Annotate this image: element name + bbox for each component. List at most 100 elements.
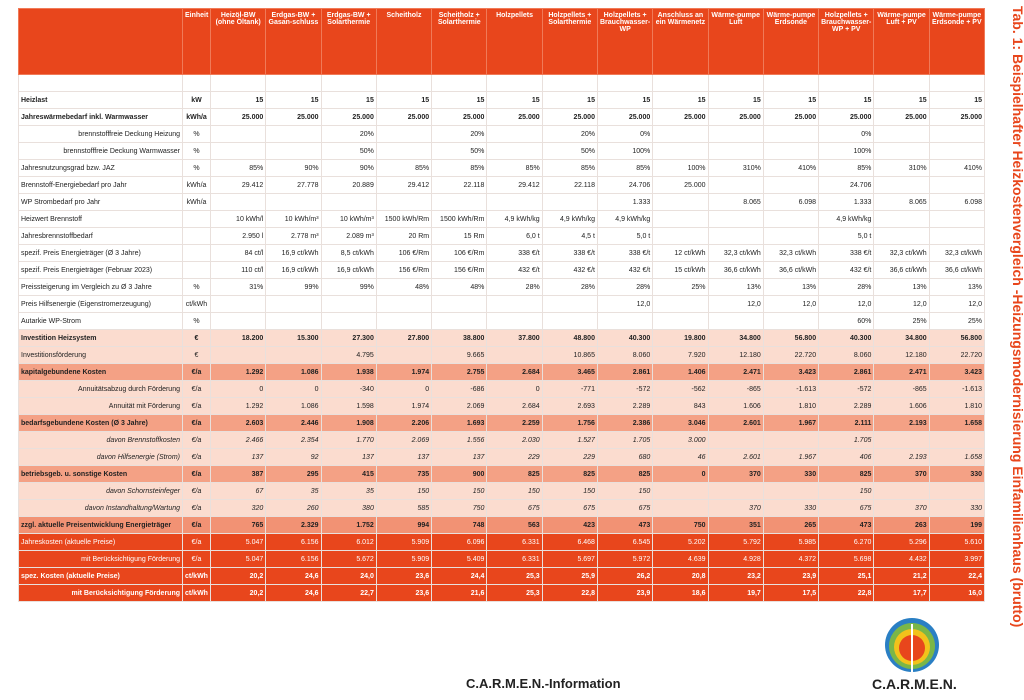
unit-cell: kWh/a [182, 176, 211, 194]
value-cell [541, 193, 598, 211]
table-row: Jahreskosten (aktuelle Preise) €/a 5.047 6.… [18, 533, 986, 551]
row-label: davon Brennstoffkosten [18, 431, 183, 449]
unit-cell: €/a [182, 414, 211, 432]
column-header: Erdgas-BW + Solarthermie [320, 8, 377, 75]
table-row: spezif. Preis Energieträger (Februar 202… [18, 261, 986, 279]
footer: C.A.R.M.E.N.-Information [466, 676, 621, 691]
value-cell: 4.432 [873, 550, 930, 568]
value-cell: 675 [596, 499, 654, 517]
value-cell [209, 125, 267, 143]
value-cell: 675 [818, 499, 875, 517]
value-cell: 750 [652, 516, 709, 534]
value-cell: 4.372 [762, 550, 820, 568]
value-cell [265, 295, 322, 313]
value-cell: 48% [375, 278, 433, 296]
value-cell: 1.406 [652, 363, 709, 381]
value-cell: 25.000 [265, 108, 322, 126]
value-cell: 5.047 [209, 533, 267, 551]
value-cell: 20,2 [209, 584, 267, 602]
value-cell: 90% [320, 159, 377, 177]
value-cell [707, 210, 764, 228]
value-cell [928, 482, 986, 500]
unit-cell: kWh/a [182, 108, 211, 126]
value-cell: 28% [486, 278, 543, 296]
value-cell: 27.300 [320, 329, 377, 347]
value-cell: 100% [596, 142, 654, 160]
table-row: Preis Hilfsenergie (Eigenstromerzeugung)… [18, 295, 986, 313]
value-cell: 680 [596, 448, 654, 466]
value-cell: 2.778 m³ [265, 227, 322, 245]
value-cell: 5.985 [762, 533, 820, 551]
value-cell: 24,6 [265, 567, 322, 585]
value-cell [873, 227, 930, 245]
value-cell [596, 312, 654, 330]
value-cell [320, 312, 377, 330]
value-cell: 900 [431, 465, 488, 483]
value-cell: 29.412 [375, 176, 433, 194]
value-cell: 2.693 [541, 397, 598, 415]
value-cell: 1.333 [818, 193, 875, 211]
value-cell [320, 295, 377, 313]
value-cell: 0 [265, 380, 322, 398]
value-cell: 410% [762, 159, 820, 177]
value-cell: 351 [707, 516, 764, 534]
row-label: spezif. Preis Energieträger (Ø 3 Jahre) [18, 244, 183, 262]
value-cell: 110 ct/l [209, 261, 267, 279]
value-cell: 15 [928, 91, 986, 109]
value-cell: 25.000 [652, 108, 709, 126]
value-cell: 6.545 [596, 533, 654, 551]
value-cell: 12,0 [873, 295, 930, 313]
table-row: WP Strombedarf pro Jahr kWh/a 1.333 8.065 6.… [18, 193, 986, 211]
value-cell [928, 142, 986, 160]
value-cell: 0 [375, 380, 433, 398]
value-cell: 22,4 [928, 567, 986, 585]
value-cell: 15 [873, 91, 930, 109]
value-cell: -686 [431, 380, 488, 398]
value-cell [707, 227, 764, 245]
value-cell: 50% [320, 142, 377, 160]
row-label: Annuität mit Förderung [18, 397, 183, 415]
table-row: Annuität mit Förderung €/a 1.292 1.086 1.598… [18, 397, 986, 415]
value-cell: 23,9 [596, 584, 654, 602]
value-cell: 38.800 [431, 329, 488, 347]
value-cell [486, 295, 543, 313]
value-cell [265, 193, 322, 211]
row-label: Annuitätsabzug durch Förderung [18, 380, 183, 398]
value-cell: 2.471 [873, 363, 930, 381]
value-cell [873, 125, 930, 143]
value-cell: 15 [265, 91, 322, 109]
unit-cell: ct/kWh [182, 567, 211, 585]
value-cell: 46 [652, 448, 709, 466]
unit-cell: € [182, 346, 211, 364]
row-label: Heizlast [18, 91, 183, 109]
value-cell: 2.193 [873, 448, 930, 466]
value-cell: 2.089 m³ [320, 227, 377, 245]
unit-cell: % [182, 278, 211, 296]
value-cell: 994 [375, 516, 433, 534]
value-cell: 330 [928, 499, 986, 517]
value-cell [652, 499, 709, 517]
table-row: mit Berücksichtigung Förderung €/a 5.047 6.… [18, 550, 986, 568]
row-label: davon Instandhaltung/Wartung [18, 499, 183, 517]
value-cell: 106 €/Rm [431, 244, 488, 262]
value-cell: 2.206 [375, 414, 433, 432]
value-cell [928, 227, 986, 245]
value-cell: 423 [541, 516, 598, 534]
value-cell: 25,3 [486, 584, 543, 602]
value-cell: 27.800 [375, 329, 433, 347]
value-cell: 13% [873, 278, 930, 296]
value-cell: 20.889 [320, 176, 377, 194]
value-cell [652, 295, 709, 313]
table-row: Jahresbrennstoffbedarf 2.950 l 2.778 m³ 2.0… [18, 227, 986, 245]
value-cell: 60% [818, 312, 875, 330]
value-cell: 1500 kWh/Rm [375, 210, 433, 228]
row-label: Brennstoff-Energiebedarf pro Jahr [18, 176, 183, 194]
value-cell: 20% [431, 125, 488, 143]
value-cell [486, 125, 543, 143]
unit-cell: €/a [182, 448, 211, 466]
table-row: Investition Heizsystem €18.200 15.300 27.30… [18, 329, 986, 347]
value-cell: 25.000 [486, 108, 543, 126]
column-header: Holzpellets + Brauchwasser-WP + PV [818, 8, 875, 75]
value-cell: 330 [762, 499, 820, 517]
